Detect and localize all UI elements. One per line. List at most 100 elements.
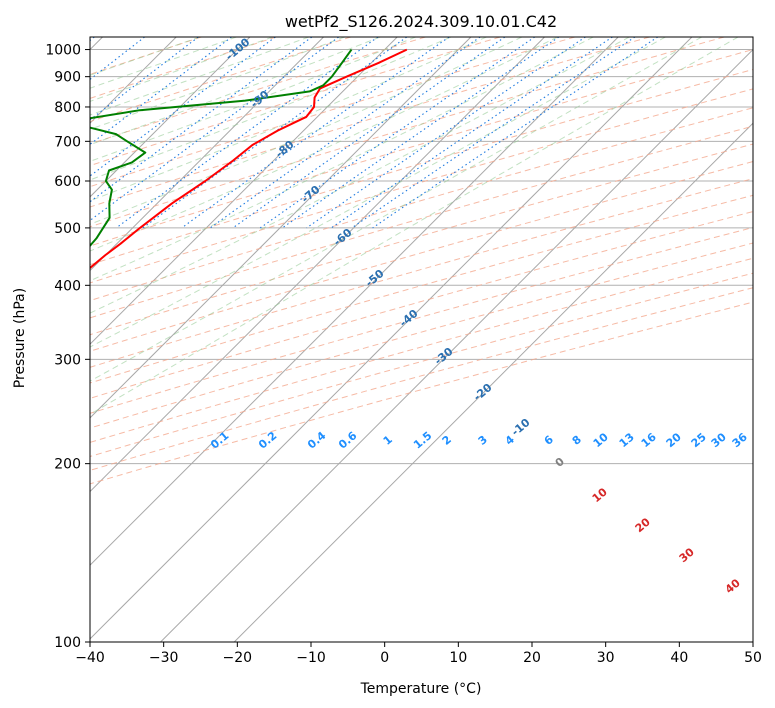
- y-tick-label: 400: [54, 278, 81, 294]
- mixing-ratio-line: [259, 37, 536, 229]
- mixing-ratio-label: 36: [730, 430, 750, 450]
- mixing-ratio-line: [181, 37, 450, 229]
- mixing-ratio-label: 13: [617, 430, 637, 450]
- sounding-series: [90, 48, 408, 270]
- isotherm-line: [233, 122, 753, 642]
- dry-adiabat-line: [90, 37, 426, 145]
- dry-adiabat-line: [90, 37, 202, 75]
- isotherm-line: [90, 37, 619, 566]
- isotherm-line: [90, 37, 324, 272]
- isotherm-line: [90, 37, 251, 198]
- moist-adiabat-label: 20: [633, 515, 653, 535]
- isotherm-line: [90, 37, 398, 345]
- mixing-ratio-label: 30: [709, 430, 729, 450]
- x-tick-label: −10: [296, 650, 326, 666]
- mixing-ratio-label: 0.6: [336, 429, 360, 452]
- mixing-ratio-line: [142, 37, 408, 229]
- chart-title: wetPf2_S126.2024.309.10.01.C42: [285, 12, 557, 32]
- mixing-ratio-label: 10: [591, 430, 611, 450]
- moist-adiabat-line: [90, 37, 594, 282]
- y-axis-title: Pressure (hPa): [12, 288, 28, 388]
- dry-adiabat-line: [90, 88, 753, 284]
- mixing-ratio-lines: [90, 37, 659, 229]
- moist-adiabat-line: [90, 37, 558, 252]
- y-tick-label: 500: [54, 221, 81, 237]
- dry-adiabat-line: [90, 242, 753, 429]
- moist-adiabat-line: [90, 37, 345, 130]
- dry-adiabat-line: [90, 37, 351, 123]
- dry-adiabat-line: [90, 301, 753, 485]
- y-tick-label: 300: [54, 352, 81, 368]
- dry-adiabat-label: -20: [471, 381, 495, 404]
- moist-adiabat-line: [90, 37, 739, 415]
- mixing-ratio-line: [351, 37, 636, 229]
- x-tick-label: −20: [223, 650, 253, 666]
- mixing-ratio-label: 3: [476, 433, 490, 448]
- mixing-ratio-line: [372, 37, 659, 229]
- mixing-ratio-label: 2: [440, 433, 454, 448]
- dry-adiabat-line: [90, 125, 753, 319]
- mixing-ratio-label: 8: [570, 433, 584, 448]
- y-tick-label: 800: [54, 100, 81, 116]
- moist-adiabat-line: [90, 37, 381, 146]
- mixing-ratio-label: 0.4: [305, 429, 329, 452]
- isotherm-line: [160, 48, 753, 642]
- mixing-ratio-line: [90, 37, 95, 42]
- moist-adiabat-label: 30: [677, 545, 697, 565]
- x-axis-ticks: −40 −30 −20 −10 0 10 20 30 40 50: [75, 642, 762, 666]
- y-tick-label: 600: [54, 174, 81, 190]
- mixing-ratio-line: [330, 37, 613, 229]
- y-tick-label: 100: [54, 635, 81, 651]
- dry-adiabat-line: [90, 272, 753, 458]
- mixing-ratio-label: 1: [381, 433, 395, 448]
- mixing-ratio-line: [232, 37, 506, 229]
- mixing-ratio-label: 0.1: [208, 429, 231, 451]
- y-tick-label: 200: [54, 457, 81, 473]
- mixing-ratio-line: [209, 37, 481, 229]
- moist-adiabat-line: [90, 37, 487, 202]
- y-tick-label: 700: [54, 134, 81, 150]
- moist-adiabat-label: 40: [723, 576, 743, 596]
- temperature-profile: [90, 48, 408, 270]
- dry-adiabat-lines: [90, 37, 753, 485]
- x-axis-title: Temperature (°C): [360, 681, 482, 697]
- dry-adiabat-line: [90, 194, 753, 384]
- plot-area: -100-90-80-70-60-50-40-30-20-100.1 0.2 0.4…: [90, 37, 753, 642]
- mixing-ratio-label: 16: [639, 430, 659, 450]
- isotherm-line: [90, 37, 545, 493]
- y-axis-ticks: 1000 900 800 700 600 500 400 300 200 100: [45, 43, 90, 651]
- y-tick-label: 900: [54, 70, 81, 86]
- x-tick-label: −30: [149, 650, 179, 666]
- moist-adiabat-line: [90, 37, 200, 76]
- dry-adiabat-line: [90, 211, 753, 399]
- mixing-ratio-line: [306, 37, 586, 229]
- dry-adiabat-line: [90, 143, 753, 336]
- dry-adiabat-label: -60: [331, 226, 355, 249]
- dry-adiabat-line: [90, 49, 753, 247]
- x-tick-label: 50: [744, 650, 762, 666]
- isotherm-line: [90, 37, 693, 640]
- dry-adiabat-line: [90, 107, 753, 302]
- dewpoint-profile: [90, 49, 353, 248]
- moist-adiabat-line: [90, 37, 416, 162]
- pressure-gridlines: [90, 49, 753, 642]
- dry-adiabat-line: [90, 226, 753, 414]
- plot-frame: [89, 36, 754, 643]
- mixing-ratio-label: 1.5: [411, 429, 434, 451]
- dry-adiabat-label: -50: [363, 267, 387, 290]
- mixing-ratio-line: [90, 37, 339, 222]
- isotherm-lines: [90, 37, 753, 642]
- moist-adiabat-label: 0: [553, 455, 567, 470]
- moist-adiabat-label: 10: [590, 485, 610, 505]
- moist-adiabat-line: [90, 37, 702, 382]
- dry-adiabat-label: -30: [432, 345, 456, 368]
- x-tick-label: 30: [597, 650, 615, 666]
- x-tick-label: 20: [523, 650, 541, 666]
- x-tick-label: 40: [670, 650, 688, 666]
- mixing-ratio-line: [282, 37, 560, 229]
- moist-adiabat-line: [90, 37, 666, 348]
- y-tick-label: 1000: [45, 43, 81, 59]
- x-tick-label: 10: [449, 650, 467, 666]
- mixing-ratio-label: 0.2: [256, 429, 279, 451]
